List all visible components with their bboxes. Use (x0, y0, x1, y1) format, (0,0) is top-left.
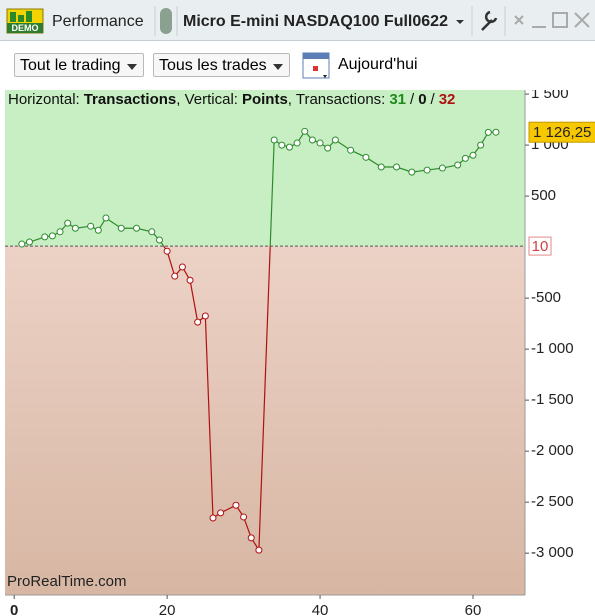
point (278, 141, 286, 149)
positive-zone (5, 90, 525, 247)
title-bar: DEMO Performance Micro E-mini NASDAQ100 … (0, 0, 595, 41)
info-even: 0 (418, 91, 426, 108)
info-line: Horizontal: Transactions, Vertical: Points… (8, 91, 455, 108)
info-sep1: / (410, 91, 415, 108)
line-below (162, 246, 271, 553)
y-tick-label: -2 500 (531, 493, 574, 510)
date-button[interactable]: Aujourd'hui (338, 56, 418, 73)
y-tick-label: 500 (531, 187, 556, 204)
point (56, 228, 64, 236)
close-button[interactable] (574, 12, 590, 28)
point (209, 514, 217, 522)
negative-zone (5, 246, 525, 595)
point (163, 247, 171, 255)
point (94, 226, 102, 234)
instrument[interactable]: Micro E-mini NASDAQ100 Full0622 (183, 13, 448, 30)
point (293, 139, 301, 147)
settings-icon[interactable] (481, 10, 498, 31)
info-sep2: / (431, 91, 436, 108)
point (270, 136, 278, 144)
point (316, 139, 324, 147)
window-title: Performance (52, 13, 144, 30)
point (41, 233, 49, 241)
point (117, 224, 125, 232)
point (247, 534, 255, 542)
point (64, 219, 72, 227)
point (48, 232, 56, 240)
last-value-box (528, 121, 595, 143)
y-tick-label: -3 000 (531, 544, 574, 561)
point (186, 276, 194, 284)
point (301, 127, 309, 135)
link-icon[interactable] (160, 8, 172, 34)
y-tick-label: -2 000 (531, 442, 574, 459)
x-tick-label: 20 (159, 602, 176, 616)
point (171, 272, 179, 280)
point (423, 166, 431, 174)
point (347, 146, 355, 154)
point (285, 143, 293, 151)
point (469, 151, 477, 159)
point (324, 144, 332, 152)
maximize-button[interactable] (552, 12, 568, 28)
last-value-label: 1 126,25 (533, 124, 591, 141)
reference-label: 10 (532, 238, 549, 255)
point (454, 161, 462, 169)
info-v-label: , Vertical: (176, 91, 238, 108)
info-t-label: , Transactions: (288, 91, 386, 108)
trades-filter[interactable]: Tous les trades (153, 53, 290, 77)
point (133, 224, 141, 232)
info-h-value: Transactions (84, 91, 177, 108)
point (308, 136, 316, 144)
detach-button[interactable] (514, 15, 524, 25)
point (71, 224, 79, 232)
point (331, 136, 339, 144)
point (477, 141, 485, 149)
point (362, 153, 370, 161)
x-tick-label: 0 (10, 602, 18, 616)
point (194, 318, 202, 326)
point (492, 128, 500, 136)
x-tick-label: 60 (465, 602, 482, 616)
y-tick-label: 1 500 (531, 90, 569, 102)
point (217, 509, 225, 517)
point (393, 163, 401, 171)
point (377, 163, 385, 171)
x-tick-label: 40 (312, 602, 329, 616)
point (255, 546, 263, 554)
point (461, 154, 469, 162)
reference-box (528, 236, 552, 256)
point (155, 236, 163, 244)
calendar-icon[interactable] (301, 49, 333, 81)
demo-badge: DEMO (12, 23, 39, 33)
trading-filter[interactable]: Tout le trading (14, 53, 144, 77)
info-h-label: Horizontal: (8, 91, 80, 108)
point (87, 222, 95, 230)
y-tick-label: -1 000 (531, 340, 574, 357)
title-icons: DEMO Performance Micro E-mini NASDAQ100 … (6, 6, 590, 36)
point (484, 128, 492, 136)
info-losses: 32 (439, 91, 456, 108)
y-tick-label: -1 500 (531, 391, 574, 408)
info-wins: 31 (389, 91, 406, 108)
point (25, 238, 33, 246)
watermark: ProRealTime.com (7, 573, 126, 590)
point (102, 214, 110, 222)
point (438, 164, 446, 172)
point (178, 263, 186, 271)
info-v-value: Points (242, 91, 288, 108)
toolbar: Tout le trading Tous les trades Aujourd'… (0, 41, 595, 90)
point (240, 513, 248, 521)
point (408, 168, 416, 176)
y-tick-label: -500 (531, 289, 561, 306)
point (18, 240, 26, 248)
point (232, 501, 240, 509)
point (148, 228, 156, 236)
point (201, 312, 209, 320)
